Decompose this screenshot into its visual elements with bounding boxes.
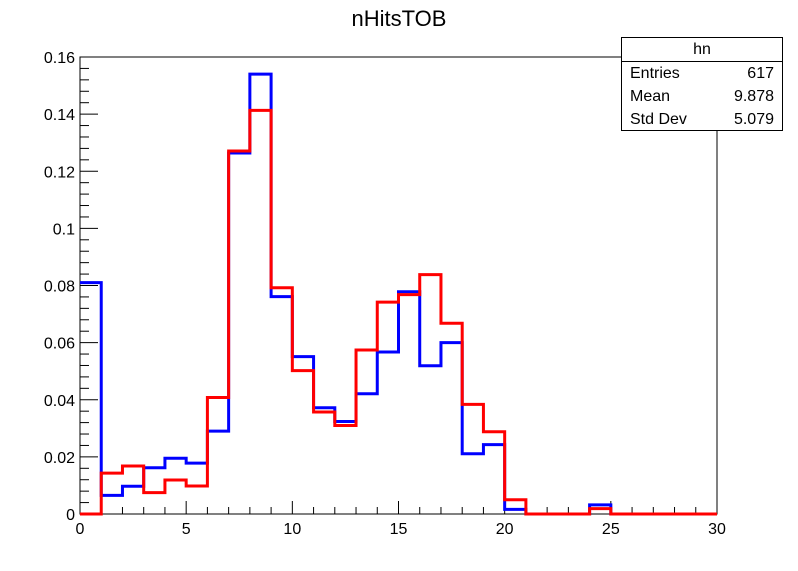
series-group (80, 72, 717, 516)
y-tick-label: 0.04 (44, 393, 75, 410)
stats-row-mean: Mean 9.878 (622, 85, 782, 108)
y-tick-label: 0.12 (44, 164, 75, 181)
x-tick-label: 0 (76, 521, 85, 538)
y-tick-label: 0.1 (53, 221, 75, 238)
stats-box-header: hn (622, 38, 782, 62)
y-tick-label: 0.14 (44, 107, 75, 124)
x-tick-label: 15 (390, 521, 408, 538)
stats-stddev-label: Std Dev (630, 111, 687, 128)
y-tick-label: 0.06 (44, 336, 75, 353)
histogram-series-2 (80, 108, 717, 516)
stats-entries-value: 617 (747, 65, 774, 82)
stats-row-entries: Entries 617 (622, 62, 782, 85)
x-tick-label: 25 (602, 521, 620, 538)
stats-mean-value: 9.878 (733, 88, 774, 105)
chart-title: nHitsTOB (351, 6, 447, 31)
axis-ticks: 0 5 10 15 20 25 30 0 0.02 0.04 0.06 0.08 0.1 0.12 0.14… (44, 50, 726, 538)
x-tick-label: 30 (708, 521, 726, 538)
stats-stddev-value: 5.079 (733, 111, 774, 128)
x-tick-label: 5 (182, 521, 191, 538)
y-tick-label: 0.02 (44, 450, 75, 467)
y-tick-label: 0 (66, 507, 75, 524)
x-tick-label: 10 (283, 521, 301, 538)
x-tick-label: 20 (496, 521, 514, 538)
stats-row-stddev: Std Dev 5.079 (622, 108, 782, 131)
y-tick-label: 0.16 (44, 50, 75, 67)
stats-mean-label: Mean (630, 88, 671, 105)
y-tick-label: 0.08 (44, 279, 75, 296)
stats-entries-label: Entries (630, 65, 680, 82)
stats-box: hn Entries 617 Mean 9.878 Std Dev 5.079 (621, 37, 783, 131)
